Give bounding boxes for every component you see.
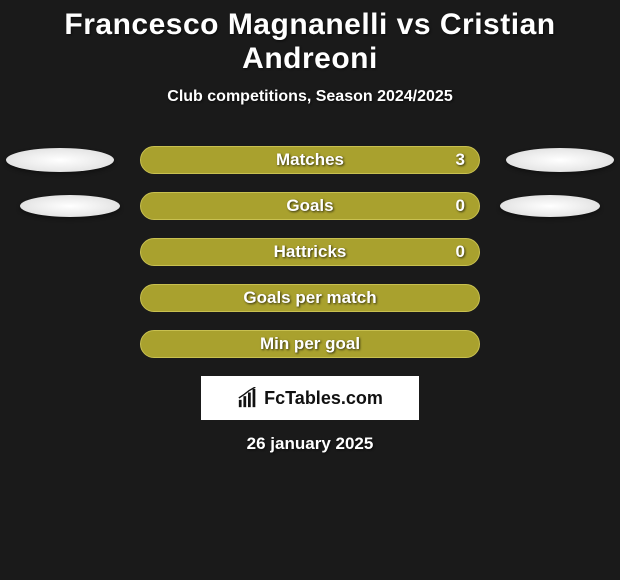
stat-value: 0 <box>456 242 465 262</box>
page-subtitle: Club competitions, Season 2024/2025 <box>0 88 620 106</box>
stat-bar: Hattricks 0 <box>140 238 480 266</box>
stat-rows: Matches 3 Goals 0 Hattricks 0 Goals per match M… <box>0 146 620 358</box>
stat-value: 3 <box>456 150 465 170</box>
stat-row: Matches 3 <box>0 146 620 174</box>
logo: FcTables.com <box>237 387 383 409</box>
stat-label: Hattricks <box>274 242 347 262</box>
comparison-infographic: Francesco Magnanelli vs Cristian Andreon… <box>0 0 620 454</box>
date-text: 26 january 2025 <box>0 434 620 454</box>
stat-bar: Goals 0 <box>140 192 480 220</box>
stat-bar: Min per goal <box>140 330 480 358</box>
right-ellipse <box>500 195 600 217</box>
stat-label: Goals per match <box>243 288 376 308</box>
logo-text: FcTables.com <box>264 388 383 409</box>
logo-box: FcTables.com <box>201 376 419 420</box>
left-ellipse <box>20 195 120 217</box>
stat-label: Min per goal <box>260 334 360 354</box>
right-ellipse <box>506 148 614 172</box>
page-title: Francesco Magnanelli vs Cristian Andreon… <box>0 8 620 76</box>
stat-row: Min per goal <box>0 330 620 358</box>
stat-row: Goals per match <box>0 284 620 312</box>
stat-bar: Goals per match <box>140 284 480 312</box>
stat-label: Goals <box>286 196 333 216</box>
left-ellipse <box>6 148 114 172</box>
chart-icon <box>237 387 259 409</box>
stat-label: Matches <box>276 150 344 170</box>
stat-bar: Matches 3 <box>140 146 480 174</box>
stat-row: Hattricks 0 <box>0 238 620 266</box>
stat-row: Goals 0 <box>0 192 620 220</box>
stat-value: 0 <box>456 196 465 216</box>
